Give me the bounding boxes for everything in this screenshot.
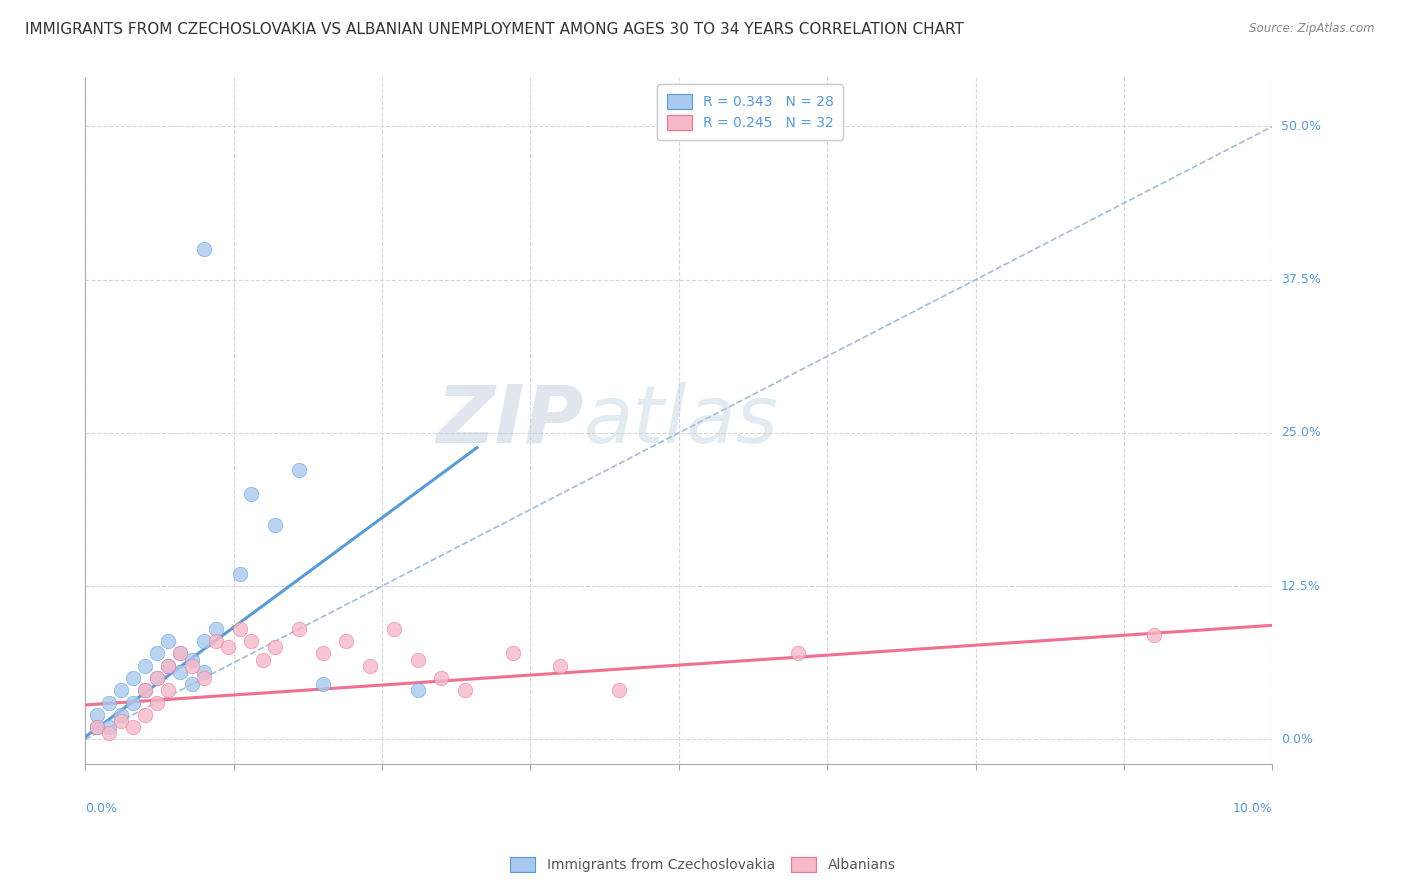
Point (228, 566, 250, 581)
Point (252, 652, 274, 666)
Point (240, 487, 263, 501)
Point (121, 720, 143, 734)
Point (193, 665, 215, 679)
Text: atlas: atlas (583, 382, 779, 459)
Point (157, 658, 180, 673)
Point (110, 683, 132, 698)
Text: 12.5%: 12.5% (1281, 580, 1320, 592)
Point (121, 696, 143, 710)
Point (145, 647, 167, 661)
Point (609, 683, 631, 698)
Point (312, 647, 335, 661)
Text: 25.0%: 25.0% (1281, 426, 1320, 440)
Text: IMMIGRANTS FROM CZECHOSLOVAKIA VS ALBANIAN UNEMPLOYMENT AMONG AGES 30 TO 34 YEAR: IMMIGRANTS FROM CZECHOSLOVAKIA VS ALBANI… (25, 22, 965, 37)
Point (205, 634, 228, 648)
Point (134, 683, 156, 698)
Point (382, 622, 405, 636)
Point (288, 462, 311, 476)
Point (145, 671, 167, 685)
Point (312, 677, 335, 691)
Point (110, 707, 132, 722)
Point (335, 634, 357, 648)
Point (157, 658, 180, 673)
Point (134, 658, 156, 673)
Point (181, 677, 204, 691)
Text: Source: ZipAtlas.com: Source: ZipAtlas.com (1250, 22, 1375, 36)
Text: 50.0%: 50.0% (1281, 120, 1320, 133)
Point (86, 707, 108, 722)
Point (406, 683, 429, 698)
Text: 0.0%: 0.0% (1281, 732, 1313, 746)
Point (193, 634, 215, 648)
Point (134, 683, 156, 698)
Text: 10.0%: 10.0% (1233, 802, 1272, 814)
Point (169, 665, 191, 679)
Point (205, 622, 228, 636)
Legend: R = 0.343   N = 28, R = 0.245   N = 32: R = 0.343 N = 28, R = 0.245 N = 32 (657, 85, 844, 140)
Point (98, 696, 121, 710)
Point (454, 683, 477, 698)
Point (86, 720, 108, 734)
Point (121, 671, 143, 685)
Point (181, 658, 204, 673)
Point (193, 671, 215, 685)
Point (86, 720, 108, 734)
Point (145, 696, 167, 710)
Point (502, 647, 524, 661)
Point (288, 622, 311, 636)
Point (430, 671, 453, 685)
Point (228, 622, 250, 636)
Point (134, 707, 156, 722)
Point (406, 652, 429, 666)
Point (548, 658, 571, 673)
Point (359, 658, 381, 673)
Point (98, 720, 121, 734)
Point (217, 640, 239, 655)
Point (264, 517, 287, 532)
Point (264, 640, 287, 655)
Point (98, 726, 121, 740)
Point (169, 647, 191, 661)
Text: 0.0%: 0.0% (86, 802, 117, 814)
Point (157, 634, 180, 648)
Point (240, 634, 263, 648)
Text: ZIP: ZIP (436, 382, 583, 459)
Legend: Immigrants from Czechoslovakia, Albanians: Immigrants from Czechoslovakia, Albanian… (502, 848, 904, 880)
Point (1143, 628, 1166, 642)
Point (110, 714, 132, 728)
Point (181, 652, 204, 666)
Text: 37.5%: 37.5% (1281, 273, 1320, 286)
Point (145, 671, 167, 685)
Point (786, 647, 808, 661)
Point (193, 242, 215, 256)
Point (157, 683, 180, 698)
Point (169, 647, 191, 661)
